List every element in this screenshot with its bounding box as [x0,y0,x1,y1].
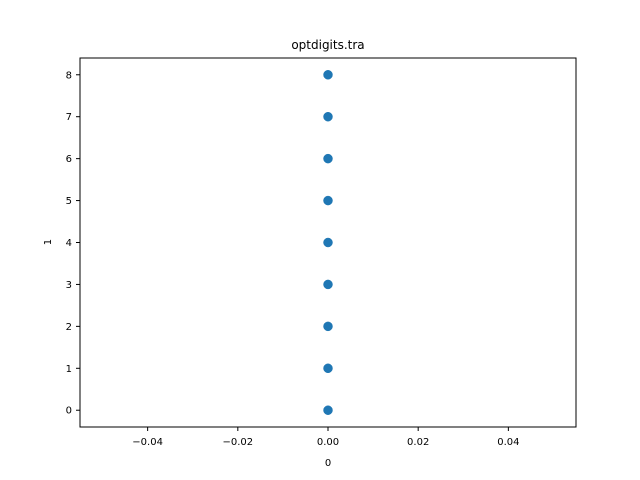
y-tick-label: 8 [66,70,72,81]
data-point [323,195,333,206]
x-tick-label: −0.02 [222,437,253,448]
y-axis-ticks: 0 1 2 3 4 5 6 7 8 [66,70,80,417]
y-tick-label: 5 [66,196,72,207]
x-axis-label: 0 [325,458,331,469]
x-tick-label: 0.00 [317,437,339,448]
data-point [323,321,333,332]
data-point [323,405,333,415]
chart-title: optdigits.tra [291,38,364,52]
data-points [323,70,333,415]
x-tick-label: 0.02 [407,437,429,448]
y-tick-label: 0 [66,406,72,417]
data-point [323,279,333,290]
y-tick-label: 3 [66,280,72,291]
y-tick-label: 1 [66,364,72,375]
x-tick-label: −0.04 [132,437,163,448]
y-tick-label: 7 [66,112,72,123]
y-axis-label: 1 [43,239,54,245]
x-tick-label: 0.04 [497,437,519,448]
data-point [323,111,333,122]
y-tick-label: 2 [66,322,72,333]
data-point [323,70,333,80]
y-tick-label: 6 [66,154,72,165]
y-tick-label: 4 [66,238,72,249]
data-point [323,153,333,164]
x-axis-ticks: −0.04 −0.02 0.00 0.02 0.04 [132,427,519,448]
data-point [323,363,333,374]
data-point [323,237,333,248]
